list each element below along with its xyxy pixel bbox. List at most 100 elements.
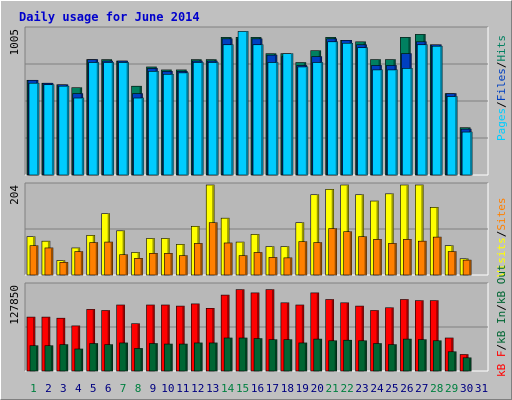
bar-kb-in-day3 <box>59 344 69 372</box>
bar-visits-day26-shade <box>406 185 409 275</box>
legend-entry: kB Out <box>495 264 508 304</box>
bar-pages-day2-shade <box>51 84 54 175</box>
bar-kb-f-day16-shade <box>257 292 260 371</box>
bar-kb-f-day8-shade <box>137 323 140 371</box>
bar-kb-f-day18-shade <box>286 302 289 371</box>
bar-sites-day29-shade <box>454 251 457 275</box>
bar-kb-f-day11-shade <box>182 306 185 371</box>
bar-kb-f-day13-shade <box>212 308 215 371</box>
bar-pages-day8-shade <box>141 98 144 175</box>
bar-pages-day1-shade <box>37 83 39 175</box>
bar-pages-day4-shade <box>81 98 84 175</box>
x-tick-label: 2 <box>45 382 52 395</box>
bar-kb-in-day29-shade <box>454 351 457 371</box>
bar-sites-day27-shade <box>424 241 427 275</box>
x-tick-label: 3 <box>60 382 67 395</box>
bar-sites-day3-shade <box>65 262 68 275</box>
bar-kb-in-day3-shade <box>65 344 68 371</box>
x-tick-label: 29 <box>445 382 458 395</box>
bar-pages-day15-shade <box>246 31 249 175</box>
bar-kb-in-day9-shade <box>155 343 158 371</box>
ymax-label-bottom: 127850 <box>8 285 21 325</box>
bar-kb-f-day21-shade <box>331 299 334 371</box>
bar-pages-day14-shade <box>231 44 234 176</box>
x-tick-label: 5 <box>90 382 97 395</box>
bar-pages-day27-shade <box>425 44 428 176</box>
bar-kb-f-day5-shade <box>92 309 95 371</box>
bar-pages-day22-shade <box>350 43 353 175</box>
legend-entry: Files <box>495 68 508 101</box>
bar-pages-day21-shade <box>335 41 338 175</box>
bar-kb-f-day12-shade <box>197 303 200 371</box>
legend-entry: / <box>495 62 508 69</box>
bar-kb-f-day10-shade <box>167 305 170 371</box>
bar-kb-in-day23-shade <box>364 340 367 371</box>
bar-sites-day21-shade <box>334 228 337 275</box>
bar-kb-in-day20-shade <box>319 339 322 371</box>
x-tick-label: 15 <box>236 382 249 395</box>
bar-kb-in-day26-shade <box>409 339 412 371</box>
bar-sites-day19-shade <box>304 241 307 275</box>
bar-sites-day16-shade <box>260 252 263 275</box>
bar-kb-in-day7-shade <box>125 342 128 371</box>
x-tick-label: 31 <box>475 382 488 395</box>
legend-entry: / <box>495 344 508 351</box>
x-tick-label: 7 <box>120 382 127 395</box>
bar-kb-in-day14-shade <box>230 338 233 371</box>
x-tick-label: 30 <box>460 382 473 395</box>
bar-kb-in-day6-shade <box>110 344 113 371</box>
bar-pages-day19-shade <box>305 66 308 175</box>
bar-kb-f-day6-shade <box>107 310 110 371</box>
bar-pages-day10-shade <box>171 74 174 175</box>
x-tick-label: 21 <box>326 382 339 395</box>
bar-pages-day24-shade <box>380 69 383 175</box>
bar-kb-f-day22-shade <box>346 302 349 371</box>
bar-kb-in-day13-shade <box>215 342 218 371</box>
x-tick-label: 9 <box>150 382 157 395</box>
bar-pages-day18-shade <box>290 53 293 175</box>
ymax-label-top: 1005 <box>8 29 21 56</box>
x-tick-label: 26 <box>400 382 413 395</box>
bar-sites-day4-shade <box>80 251 83 275</box>
bar-kb-f-day2-shade <box>47 317 50 371</box>
bar-kb-in-day22-shade <box>349 340 352 371</box>
x-tick-label: 19 <box>296 382 309 395</box>
bar-sites-day25-shade <box>394 243 397 275</box>
legend-entry: / <box>495 304 508 311</box>
bar-sites-day12-shade <box>200 243 203 275</box>
bar-kb-f-day27-shade <box>421 300 424 371</box>
bar-kb-in-day1-shade <box>36 345 38 371</box>
bar-pages-day26-shade <box>410 68 413 175</box>
bar-pages-day25-shade <box>395 69 398 175</box>
bar-sites-day2-shade <box>50 247 53 275</box>
bar-sites-day6-shade <box>110 242 113 275</box>
bar-pages-day6-shade <box>111 62 114 175</box>
bar-pages-day3 <box>58 85 70 176</box>
bar-pages-day13-shade <box>216 62 219 175</box>
bar-kb-f-day9-shade <box>152 305 155 371</box>
bar-kb-in-day28-shade <box>439 340 442 371</box>
bar-sites-day20-shade <box>319 242 322 275</box>
bar-kb-f-day17-shade <box>271 289 274 371</box>
bar-kb-in-day8-shade <box>140 348 143 371</box>
bar-kb-f-day7-shade <box>122 305 125 371</box>
x-tick-label: 14 <box>221 382 235 395</box>
bar-kb-in-day4-shade <box>80 349 83 371</box>
legend-entry: Hits <box>495 35 508 62</box>
bar-kb-in-day27-shade <box>424 339 427 371</box>
bar-pages-day16-shade <box>261 44 264 176</box>
bar-sites-day28-shade <box>439 237 442 275</box>
legend-entry: / <box>495 231 508 238</box>
bar-kb-f-day15-shade <box>242 289 245 371</box>
bar-pages-day9-shade <box>156 71 159 175</box>
bar-sites-day17-shade <box>274 257 277 275</box>
bar-kb-f-day24-shade <box>376 310 379 371</box>
bar-sites-day13-shade <box>215 222 218 275</box>
bar-sites-day30-shade <box>469 260 472 275</box>
bar-sites-day18-shade <box>289 257 292 275</box>
legend-entry: / <box>495 101 508 108</box>
bar-pages-day30-shade <box>470 132 473 175</box>
bar-sites-day9-shade <box>155 253 158 275</box>
